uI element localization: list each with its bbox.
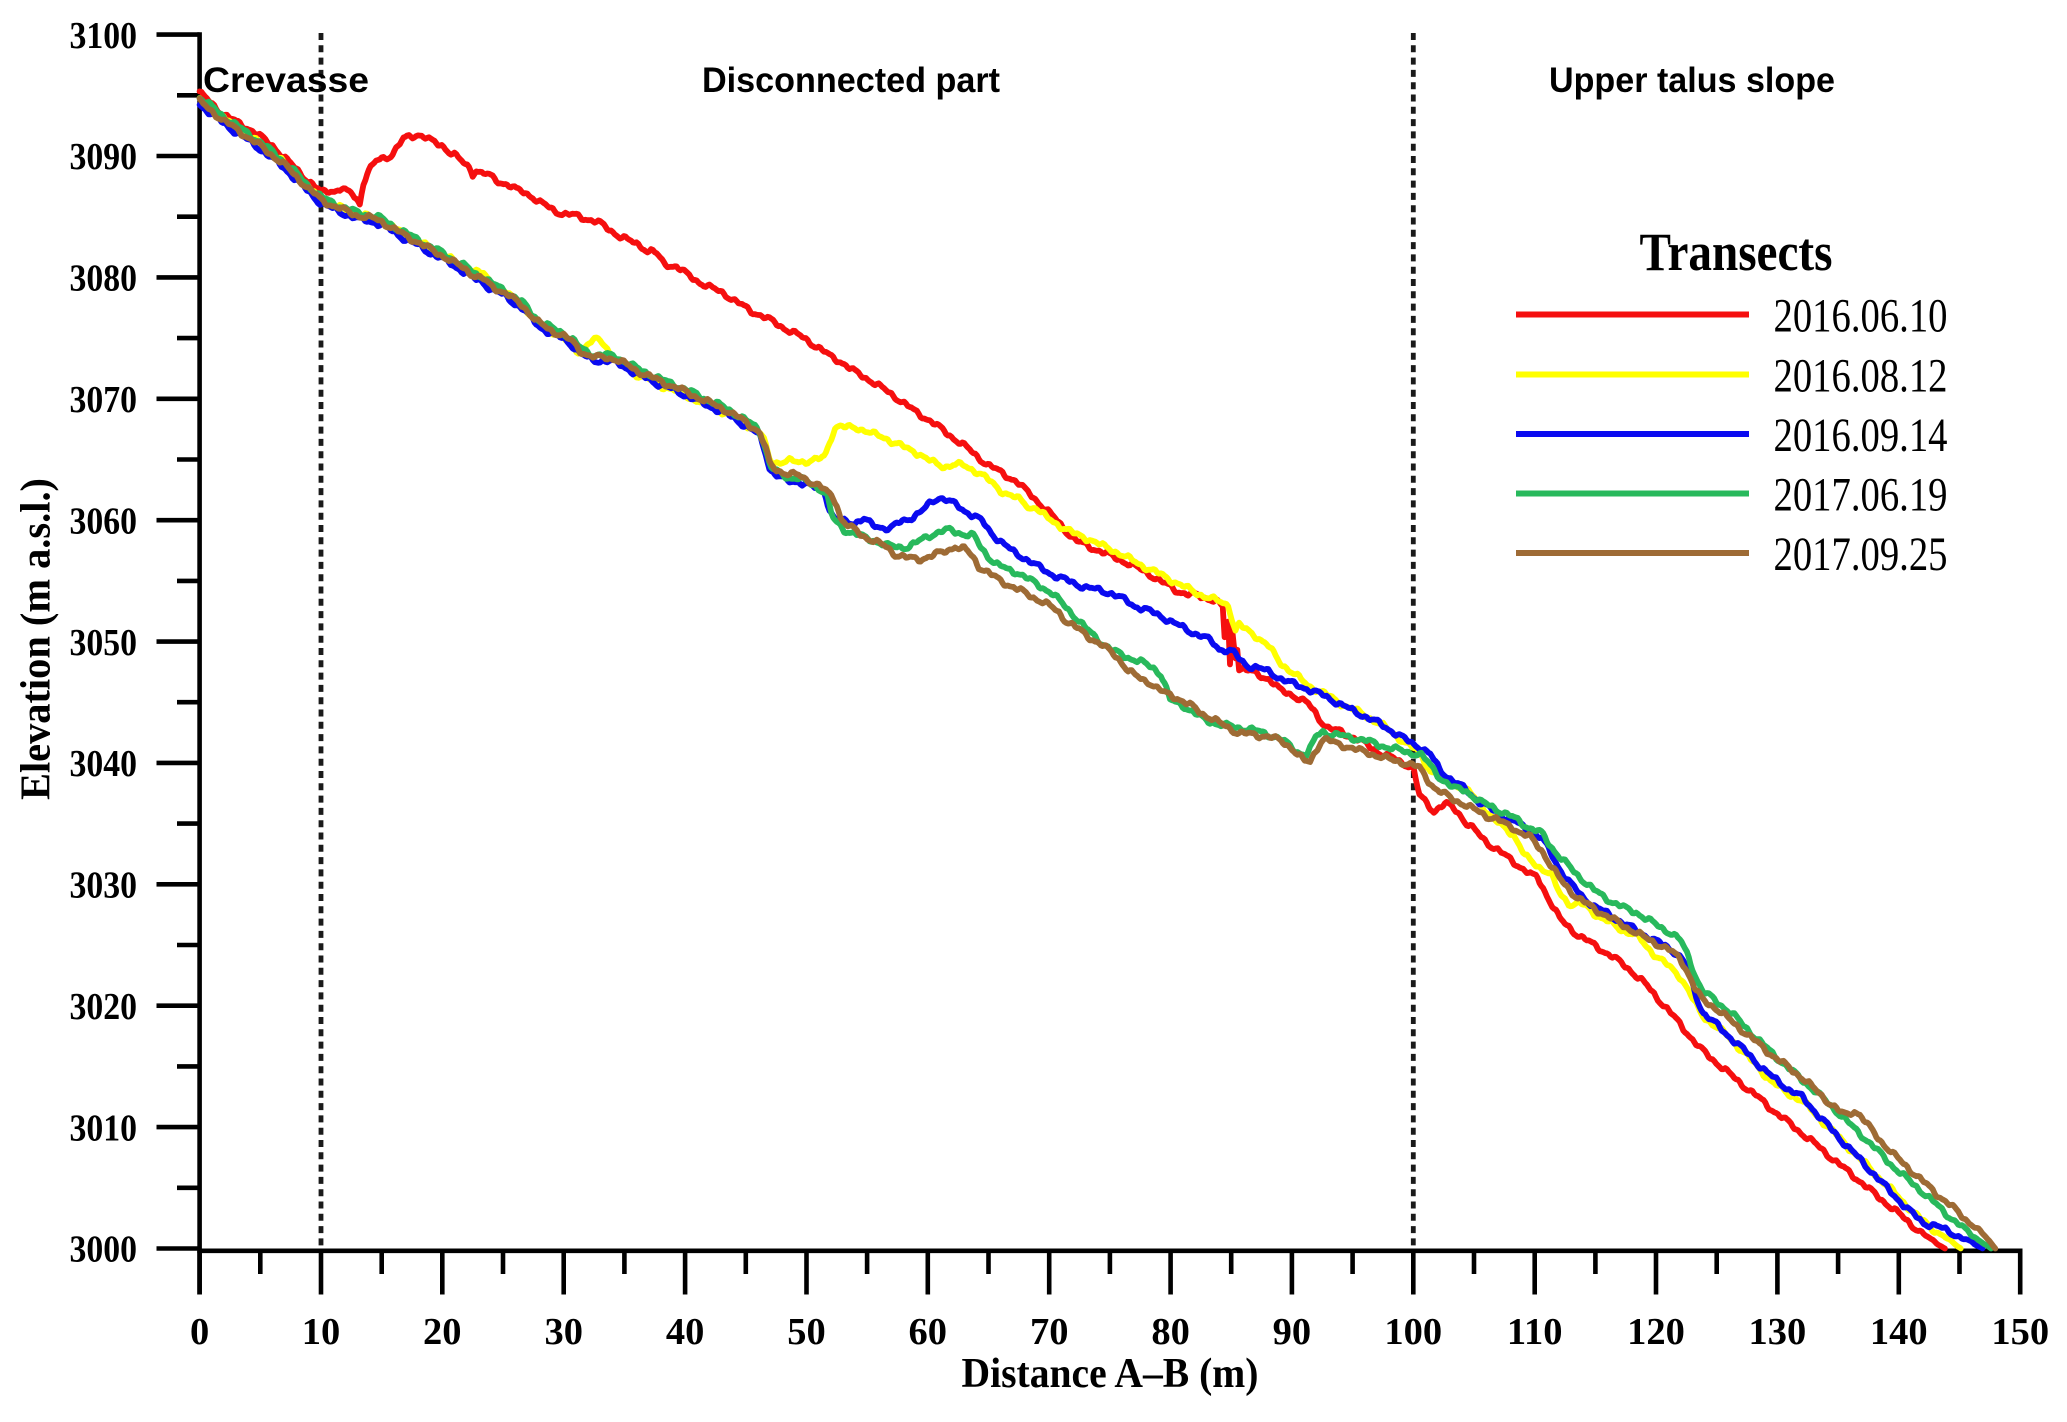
svg-text:2016.06.10: 2016.06.10 [1774, 290, 1948, 343]
svg-text:Distance A–B (m): Distance A–B (m) [962, 1350, 1259, 1397]
svg-text:3030: 3030 [70, 865, 138, 907]
svg-text:3020: 3020 [70, 986, 138, 1028]
svg-text:3040: 3040 [70, 743, 138, 785]
svg-text:40: 40 [666, 1311, 705, 1353]
svg-text:3060: 3060 [70, 500, 138, 542]
svg-text:Transects: Transects [1640, 222, 1833, 282]
svg-text:10: 10 [302, 1311, 341, 1353]
svg-text:3080: 3080 [70, 258, 138, 300]
svg-text:2016.09.14: 2016.09.14 [1774, 409, 1948, 462]
svg-text:20: 20 [423, 1311, 462, 1353]
svg-text:100: 100 [1384, 1311, 1442, 1353]
svg-text:50: 50 [787, 1311, 826, 1353]
svg-text:130: 130 [1749, 1311, 1807, 1353]
svg-text:2017.09.25: 2017.09.25 [1774, 528, 1948, 581]
svg-text:Disconnected part: Disconnected part [702, 60, 1000, 100]
svg-text:3090: 3090 [70, 136, 138, 178]
svg-text:Upper talus slope: Upper talus slope [1549, 60, 1835, 100]
svg-text:3010: 3010 [70, 1107, 138, 1149]
svg-text:2016.08.12: 2016.08.12 [1774, 350, 1948, 403]
svg-text:Elevation (m a.s.l.): Elevation (m a.s.l.) [13, 478, 60, 800]
svg-text:2017.06.19: 2017.06.19 [1774, 469, 1948, 522]
svg-text:120: 120 [1627, 1311, 1685, 1353]
svg-text:140: 140 [1870, 1311, 1928, 1353]
svg-text:90: 90 [1273, 1311, 1312, 1353]
svg-text:3100: 3100 [70, 15, 138, 57]
svg-text:30: 30 [544, 1311, 583, 1353]
svg-text:60: 60 [909, 1311, 948, 1353]
svg-text:150: 150 [1991, 1311, 2049, 1353]
svg-text:3070: 3070 [70, 379, 138, 421]
svg-text:3050: 3050 [70, 622, 138, 664]
svg-text:Crevasse: Crevasse [203, 60, 369, 100]
svg-text:3000: 3000 [70, 1229, 138, 1271]
svg-text:110: 110 [1507, 1311, 1563, 1353]
svg-text:70: 70 [1030, 1311, 1069, 1353]
svg-text:80: 80 [1151, 1311, 1190, 1353]
svg-text:0: 0 [190, 1311, 209, 1353]
